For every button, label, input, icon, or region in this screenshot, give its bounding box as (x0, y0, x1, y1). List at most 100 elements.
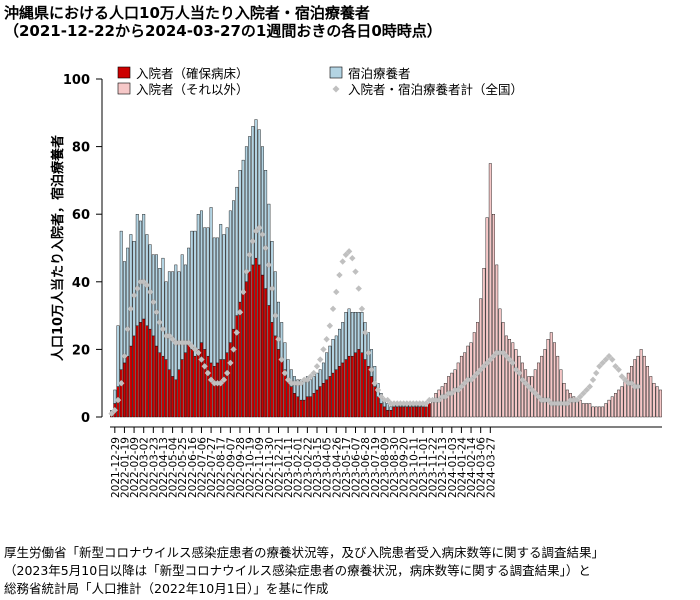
bar-confirmed-beds (334, 369, 338, 418)
national-total-point (342, 251, 350, 258)
national-total-point (432, 396, 439, 404)
national-total-point (499, 349, 507, 356)
x-tick-label: 2023-03-15 (312, 437, 324, 498)
national-total-point (448, 390, 455, 397)
bar-confirmed-beds (164, 359, 168, 418)
bar-confirmed-beds (193, 355, 197, 418)
bar-confirmed-beds (376, 396, 380, 418)
chart-canvas: 0 20 40 60 80 100 人口10万人当たり入院者，宿泊療養者 2021-12-29… (50, 66, 662, 498)
national-total-point (605, 352, 613, 360)
bar-hotel-recuperation (180, 254, 184, 360)
national-total-point (185, 339, 192, 346)
national-total-point (127, 305, 135, 313)
bar-confirmed-beds (309, 396, 313, 418)
bar-other-inpatients (572, 396, 576, 418)
national-total-point (262, 244, 269, 252)
bar-confirmed-beds (389, 410, 393, 418)
x-tick-label: 2023-04-26 (331, 437, 343, 498)
x-tick-label: 2022-02-09 (129, 437, 141, 498)
national-total-point (387, 400, 395, 407)
bar-confirmed-beds (126, 355, 130, 418)
bar-confirmed-beds (280, 359, 284, 418)
national-total-point (198, 356, 205, 363)
bar-confirmed-beds (177, 369, 181, 418)
source-note-line-3: 総務省統計局「人口推計（2022年10月1日）」を基に作成 (4, 581, 329, 596)
bar-confirmed-beds (190, 349, 194, 418)
bar-other-inpatients (546, 339, 550, 418)
bar-confirmed-beds (254, 257, 258, 418)
national-total-point (162, 332, 170, 340)
national-total-point (474, 369, 481, 377)
bar-confirmed-beds (228, 342, 232, 418)
bar-hotel-recuperation (155, 254, 158, 347)
bar-other-inpatients (652, 383, 656, 418)
national-total-point (268, 285, 276, 292)
bar-other-inpatients (614, 393, 617, 418)
bar-other-inpatients (585, 403, 589, 418)
national-total-point (169, 336, 176, 343)
y-tick-label: 20 (72, 343, 90, 358)
bar-confirmed-beds (427, 403, 431, 418)
bar-hotel-recuperation (161, 257, 165, 357)
bar-confirmed-beds (357, 349, 361, 418)
national-total-point (551, 400, 558, 407)
x-tick-label: 2024-03-27 (485, 437, 497, 498)
national-total-point (326, 322, 334, 329)
national-total-point (108, 410, 115, 417)
national-total-point (137, 278, 144, 285)
national-total-point (140, 278, 147, 285)
national-total-point (249, 238, 257, 245)
national-total-point (487, 356, 494, 363)
bar-hotel-recuperation (254, 119, 258, 259)
bar-hotel-recuperation (296, 379, 300, 397)
national-total-point (599, 359, 606, 367)
bar-hotel-recuperation (321, 362, 325, 384)
bar-hotel-recuperation (312, 376, 316, 394)
bar-other-inpatients (594, 406, 598, 418)
national-total-point (114, 396, 122, 404)
y-tick-label: 40 (72, 276, 90, 291)
bar-hotel-recuperation (203, 227, 207, 350)
national-total-point (496, 349, 504, 356)
national-total-point (538, 396, 545, 404)
bar-confirmed-beds (180, 359, 184, 418)
bar-hotel-recuperation (386, 403, 390, 411)
national-total-point (528, 386, 536, 394)
national-total-point (406, 400, 414, 407)
national-total-point (118, 380, 125, 387)
bar-hotel-recuperation (350, 312, 354, 357)
national-total-point (204, 369, 212, 377)
bar-hotel-recuperation (209, 207, 213, 364)
legend-label: 宿泊療養者 (348, 66, 411, 81)
bar-hotel-recuperation (190, 230, 194, 350)
bar-hotel-recuperation (177, 271, 181, 370)
national-total-point (313, 363, 321, 370)
bar-confirmed-beds (145, 325, 149, 418)
national-total-point (416, 400, 423, 407)
bar-hotel-recuperation (187, 247, 191, 343)
national-total-point (535, 393, 542, 400)
national-total-point (236, 309, 244, 316)
bar-confirmed-beds (270, 322, 274, 418)
y-tick-label: 100 (63, 73, 90, 88)
bar-confirmed-beds (386, 410, 390, 418)
bar-other-inpatients (437, 389, 441, 418)
bar-confirmed-beds (341, 362, 345, 418)
bar-hotel-recuperation (135, 213, 139, 326)
bar-hotel-recuperation (260, 146, 264, 276)
bar-hotel-recuperation (354, 312, 357, 353)
national-total-point (532, 390, 539, 397)
national-total-point (609, 356, 616, 363)
national-total-point (615, 366, 622, 373)
bar-hotel-recuperation (334, 335, 338, 370)
x-tick-label: 2022-03-23 (148, 437, 160, 498)
national-total-point (512, 366, 520, 373)
bar-confirmed-beds (148, 328, 152, 418)
x-tick-label: 2022-03-02 (139, 437, 151, 498)
bar-other-inpatients (578, 399, 582, 418)
y-tick-label: 80 (72, 141, 90, 156)
bar-confirmed-beds (209, 362, 213, 418)
national-total-point (214, 380, 221, 387)
bar-confirmed-beds (135, 325, 139, 418)
bar-confirmed-beds (260, 274, 264, 418)
